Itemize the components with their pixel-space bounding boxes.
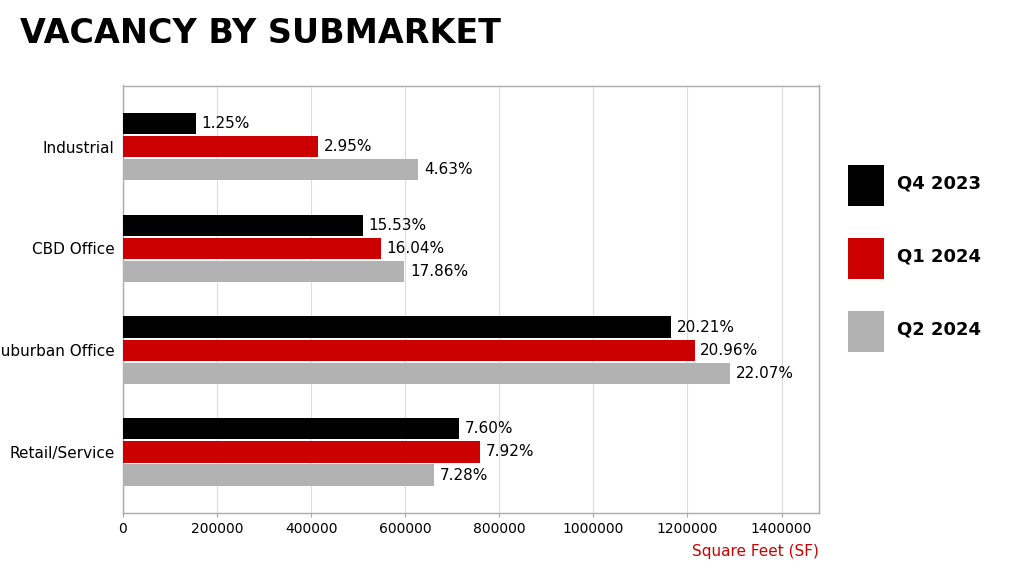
Bar	[123, 261, 404, 282]
Text: 16.04%: 16.04%	[386, 241, 444, 256]
Bar	[123, 113, 196, 134]
Bar	[123, 136, 318, 157]
Text: 7.28%: 7.28%	[440, 467, 488, 483]
Bar	[123, 363, 730, 384]
Text: 15.53%: 15.53%	[369, 218, 427, 233]
Text: 20.96%: 20.96%	[700, 343, 759, 357]
Bar	[123, 340, 694, 361]
Text: Q4 2023: Q4 2023	[897, 174, 981, 193]
Text: Q2 2024: Q2 2024	[897, 320, 981, 339]
Text: 1.25%: 1.25%	[202, 116, 250, 131]
Text: 7.92%: 7.92%	[486, 445, 535, 459]
Text: VACANCY BY SUBMARKET: VACANCY BY SUBMARKET	[20, 17, 502, 50]
Bar	[123, 441, 480, 463]
Text: 4.63%: 4.63%	[424, 162, 473, 177]
Text: 7.60%: 7.60%	[465, 421, 513, 436]
Bar	[123, 238, 381, 259]
Text: 17.86%: 17.86%	[410, 264, 468, 279]
Text: 20.21%: 20.21%	[677, 320, 734, 335]
Text: Square Feet (SF): Square Feet (SF)	[692, 544, 819, 559]
Bar	[123, 418, 460, 439]
Bar	[123, 214, 362, 236]
FancyBboxPatch shape	[848, 311, 884, 352]
FancyBboxPatch shape	[848, 238, 884, 279]
Text: 2.95%: 2.95%	[324, 139, 373, 154]
Bar	[123, 159, 419, 180]
Text: 22.07%: 22.07%	[735, 366, 794, 381]
Bar	[123, 316, 671, 337]
Bar	[123, 465, 434, 486]
Text: Q1 2024: Q1 2024	[897, 247, 981, 266]
FancyBboxPatch shape	[848, 165, 884, 206]
